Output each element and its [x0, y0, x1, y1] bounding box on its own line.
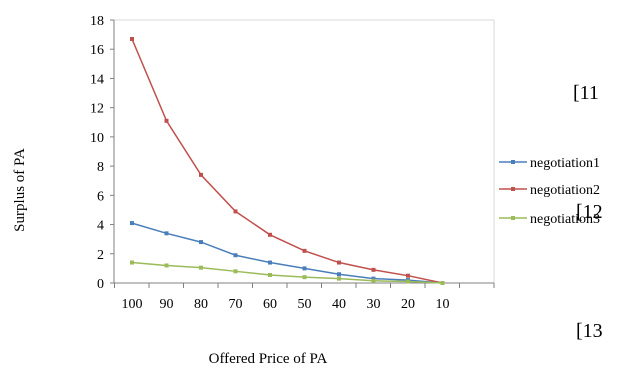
data-point: [130, 260, 134, 265]
x-tick-label: 100: [122, 297, 143, 312]
y-tick-label: 8: [97, 160, 104, 175]
side-reference-2: [12: [576, 201, 603, 223]
legend-label-negotiation2: negotiation2: [530, 183, 600, 198]
x-axis-title: Offered Price of PA: [209, 351, 328, 367]
legend-swatch-marker: [511, 216, 515, 220]
y-tick-label: 2: [97, 248, 104, 263]
y-tick-label: 12: [90, 102, 104, 117]
data-point: [406, 273, 410, 278]
data-point: [164, 118, 169, 123]
x-tick-label: 10: [436, 297, 450, 312]
data-point: [233, 269, 238, 274]
x-tick-label: 90: [160, 297, 174, 312]
x-tick-label: 30: [367, 297, 381, 312]
data-point: [371, 267, 376, 272]
data-point: [199, 240, 203, 245]
legend: negotiation1 negotiation2 negotiation3: [499, 156, 600, 227]
data-point: [164, 231, 169, 236]
data-point: [302, 275, 307, 280]
data-point: [130, 36, 134, 41]
y-tick-label: 10: [90, 131, 104, 146]
data-point: [233, 209, 238, 214]
series-line-negotiation1: [131, 222, 443, 284]
x-tick-label: 40: [332, 297, 346, 312]
x-tick-label: 50: [298, 297, 312, 312]
data-point: [164, 263, 169, 268]
x-tick-label: 70: [229, 297, 243, 312]
legend-swatch-marker: [511, 187, 515, 191]
series-line-negotiation2: [131, 38, 443, 284]
x-axis-ticks: 100 90 80 70 60 50 40 30 20 10: [114, 283, 495, 312]
plot-area-border: [113, 19, 495, 284]
data-point: [337, 276, 341, 281]
data-point: [268, 232, 272, 237]
side-reference-3: [13: [576, 320, 603, 342]
data-point: [199, 265, 203, 270]
data-point: [130, 221, 134, 226]
data-point: [302, 266, 307, 271]
y-tick-label: 16: [90, 43, 104, 58]
y-tick-label: 14: [90, 72, 104, 87]
data-point: [337, 260, 341, 265]
data-point: [268, 272, 272, 277]
y-tick-label: 18: [90, 14, 104, 29]
series-layer: [130, 36, 445, 285]
x-tick-label: 60: [263, 297, 277, 312]
y-tick-label: 6: [97, 189, 104, 204]
y-tick-label: 4: [97, 219, 104, 234]
data-point: [233, 253, 238, 258]
data-point: [406, 279, 410, 284]
data-point: [371, 278, 376, 283]
data-point: [302, 248, 307, 253]
y-axis-ticks: 0 2 4 6 8 10 12 14 16 18: [90, 14, 114, 292]
legend-label-negotiation3: negotiation3: [530, 212, 600, 227]
x-tick-label: 20: [401, 297, 415, 312]
data-point: [337, 272, 341, 277]
series-line-negotiation3: [131, 261, 443, 284]
y-axis-title: Surplus of PA: [12, 148, 28, 232]
data-point: [371, 276, 376, 281]
side-reference-1: [11: [573, 82, 599, 104]
x-tick-label: 80: [194, 297, 208, 312]
legend-swatch-marker: [511, 160, 515, 164]
legend-label-negotiation1: negotiation1: [530, 156, 600, 171]
data-point: [440, 281, 445, 285]
y-tick-label: 0: [97, 277, 104, 292]
data-point: [268, 260, 272, 265]
data-point: [199, 172, 203, 177]
